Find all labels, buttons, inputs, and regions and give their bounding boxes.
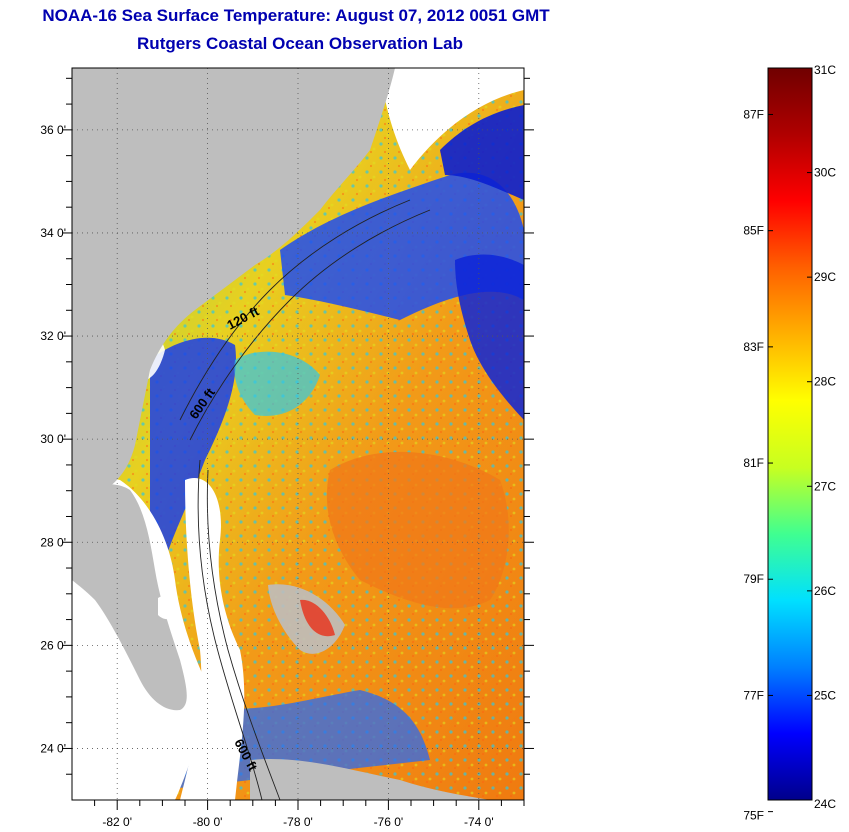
colorbar-f-label: 79F: [743, 572, 764, 586]
latitude-axis: 24 0' 26 0' 28 0' 30 0' 32 0' 34 0' 36 0': [40, 77, 534, 775]
lon-tick-label: -74 0': [464, 815, 494, 829]
contour-600ft: [189, 209, 431, 441]
colorbar-f-label: 85F: [743, 224, 764, 238]
lat-tick-label: 32 0': [40, 329, 66, 343]
colorbar-c-label: 28C: [814, 375, 836, 389]
cloud-north: [380, 68, 524, 170]
lon-tick-label: -76 0': [374, 815, 404, 829]
map-title: NOAA-16 Sea Surface Temperature: August …: [42, 6, 550, 25]
land-southeast-us: [72, 68, 395, 490]
map-subtitle: Rutgers Coastal Ocean Observation Lab: [137, 34, 463, 53]
cyan-patch: [234, 351, 320, 416]
lake-okeechobee: [158, 595, 178, 620]
warm-core: [326, 451, 509, 609]
lat-tick-label: 36 0': [40, 123, 66, 137]
contour-120ft: [179, 199, 411, 421]
colorbar-f-label: 75F: [743, 809, 764, 823]
lat-tick-label: 34 0': [40, 226, 66, 240]
cloud-strait: [180, 478, 245, 800]
lat-tick-label: 28 0': [40, 535, 66, 549]
colorbar-celsius-labels: 31C 30C 29C 28C 27C 26C 25C 24C: [807, 63, 836, 811]
colorbar: [767, 67, 813, 801]
bahamas-warm-shallow: [300, 599, 335, 637]
cold-band-coast: [150, 337, 236, 560]
colorbar-c-label: 30C: [814, 166, 836, 180]
colorbar-c-label: 25C: [814, 688, 836, 702]
colorbar-c-label: 31C: [814, 63, 836, 77]
land-cuba: [250, 759, 490, 800]
colorbar-c-label: 29C: [814, 270, 836, 284]
colorbar-fahrenheit-labels: 87F 85F 83F 81F 79F 77F 75F: [743, 107, 773, 823]
lon-tick-label: -78 0': [283, 815, 313, 829]
colorbar-c-label: 27C: [814, 479, 836, 493]
cold-patch-east: [455, 254, 524, 420]
lat-tick-label: 26 0': [40, 638, 66, 652]
colorbar-f-label: 87F: [743, 107, 764, 121]
lon-tick-label: -82 0': [102, 815, 132, 829]
longitude-axis: -82 0' -80 0' -78 0' -76 0' -74 0': [94, 800, 525, 829]
colorbar-f-label: 81F: [743, 456, 764, 470]
cold-patch-northeast: [440, 105, 524, 200]
land-florida: [72, 484, 187, 711]
map-grid: [72, 68, 524, 800]
lat-tick-label: 30 0': [40, 432, 66, 446]
lon-tick-label: -80 0': [193, 815, 223, 829]
lat-tick-label: 24 0': [40, 741, 66, 755]
colorbar-c-label: 24C: [814, 797, 836, 811]
contour-600ft-south: [197, 459, 263, 800]
colorbar-f-label: 77F: [743, 688, 764, 702]
colorbar-f-label: 83F: [743, 340, 764, 354]
colorbar-c-label: 26C: [814, 584, 836, 598]
